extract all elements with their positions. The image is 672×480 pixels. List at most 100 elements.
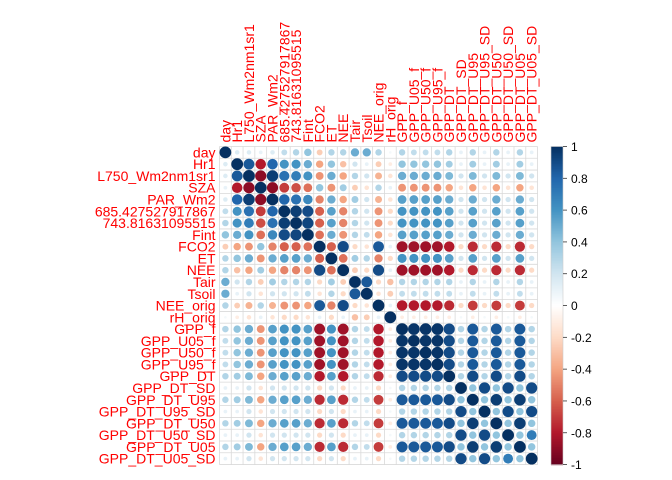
cell-11-6 (292, 278, 300, 286)
cell-7-8 (315, 230, 324, 240)
cell-0-11 (350, 148, 360, 157)
cell-2-12 (364, 173, 370, 179)
row-label: 685.427527917867 (95, 203, 216, 219)
cell-23-13 (373, 418, 384, 429)
column-label: rH_orig (382, 97, 398, 143)
cell-5-18 (432, 206, 442, 216)
cell-16-19 (443, 335, 455, 347)
cell-23-17 (420, 417, 432, 429)
cell-9-16 (409, 253, 419, 263)
cell-3-4 (266, 182, 279, 194)
cell-25-12 (363, 443, 370, 450)
cell-21-0 (222, 396, 229, 403)
cell-4-14 (388, 197, 393, 202)
cell-25-23 (490, 441, 503, 453)
cell-7-20 (458, 232, 464, 238)
colorbar-tick-label: -0.6 (571, 394, 592, 408)
cell-20-23 (492, 384, 501, 392)
cell-12-6 (293, 291, 299, 297)
cell-19-8 (314, 370, 325, 382)
cell-8-25 (514, 241, 525, 252)
row-label: GPP_U50_f (141, 345, 216, 361)
cell-6-16 (409, 218, 419, 228)
cell-14-24 (506, 315, 510, 319)
cell-10-0 (222, 266, 229, 274)
column-label: GPP_DT_U05 (512, 53, 528, 143)
cell-26-23 (492, 454, 501, 463)
cell-9-3 (256, 254, 265, 263)
cell-3-2 (243, 182, 255, 194)
cell-19-17 (420, 370, 432, 382)
row-label: FCO2 (178, 239, 216, 255)
cell-14-7 (305, 315, 311, 320)
cell-26-26 (525, 452, 538, 465)
cell-25-17 (420, 441, 432, 453)
cell-25-21 (467, 441, 479, 453)
cell-14-14 (384, 311, 397, 324)
cell-9-23 (491, 254, 501, 263)
cell-13-22 (481, 302, 488, 309)
cell-23-19 (443, 417, 455, 429)
cell-9-15 (397, 253, 407, 263)
cell-8-2 (245, 242, 253, 251)
cell-19-6 (291, 371, 301, 381)
cell-20-4 (269, 385, 276, 391)
cell-0-0 (219, 146, 232, 159)
cell-17-20 (457, 349, 465, 356)
cell-18-15 (396, 358, 408, 371)
cell-18-10 (337, 359, 349, 370)
cell-17-13 (373, 347, 384, 358)
cell-7-9 (327, 230, 336, 240)
cells-layer (219, 146, 538, 465)
cell-24-20 (455, 429, 467, 441)
cell-26-6 (293, 456, 299, 462)
cell-24-8 (317, 432, 323, 438)
cell-5-16 (409, 206, 419, 216)
cell-22-9 (328, 408, 335, 415)
column-label: Hr1 (229, 120, 245, 143)
cell-3-17 (421, 183, 430, 192)
cell-12-21 (469, 290, 476, 297)
cell-24-18 (434, 431, 441, 439)
cell-19-16 (408, 370, 420, 382)
cell-10-9 (327, 265, 336, 275)
cell-25-4 (268, 442, 277, 452)
cell-5-15 (397, 206, 407, 216)
cell-18-1 (233, 360, 241, 369)
cell-7-4 (267, 230, 278, 240)
cell-2-16 (409, 171, 419, 181)
cell-18-25 (514, 359, 526, 370)
cell-26-8 (317, 456, 323, 462)
cell-11-7 (304, 278, 312, 286)
cell-20-8 (317, 385, 323, 391)
cell-12-15 (399, 290, 406, 297)
cell-13-12 (364, 303, 370, 308)
cell-4-20 (458, 196, 464, 203)
cell-1-15 (398, 160, 406, 168)
cell-20-21 (469, 384, 477, 392)
cell-3-24 (505, 185, 511, 191)
cell-6-15 (397, 218, 407, 228)
cell-3-8 (315, 184, 324, 192)
cell-20-7 (305, 385, 311, 391)
cell-2-8 (315, 172, 324, 180)
cell-4-19 (445, 195, 454, 204)
cell-0-25 (516, 149, 524, 156)
cell-0-20 (459, 150, 463, 155)
cell-1-20 (459, 162, 463, 167)
colorbar-tick-label: -0.2 (571, 331, 592, 345)
cell-26-21 (469, 454, 477, 463)
cell-21-4 (268, 395, 277, 404)
cell-12-18 (434, 290, 441, 297)
row-label: GPP_DT_U05 (126, 439, 216, 455)
cell-10-21 (467, 265, 478, 276)
cell-7-7 (301, 228, 314, 241)
cell-19-25 (514, 370, 526, 382)
cell-19-22 (481, 372, 488, 380)
cell-5-17 (421, 206, 431, 216)
cell-10-6 (291, 266, 301, 275)
cell-24-16 (410, 431, 418, 439)
cell-9-24 (505, 255, 511, 262)
cell-15-1 (233, 325, 241, 333)
cell-26-1 (235, 456, 240, 461)
